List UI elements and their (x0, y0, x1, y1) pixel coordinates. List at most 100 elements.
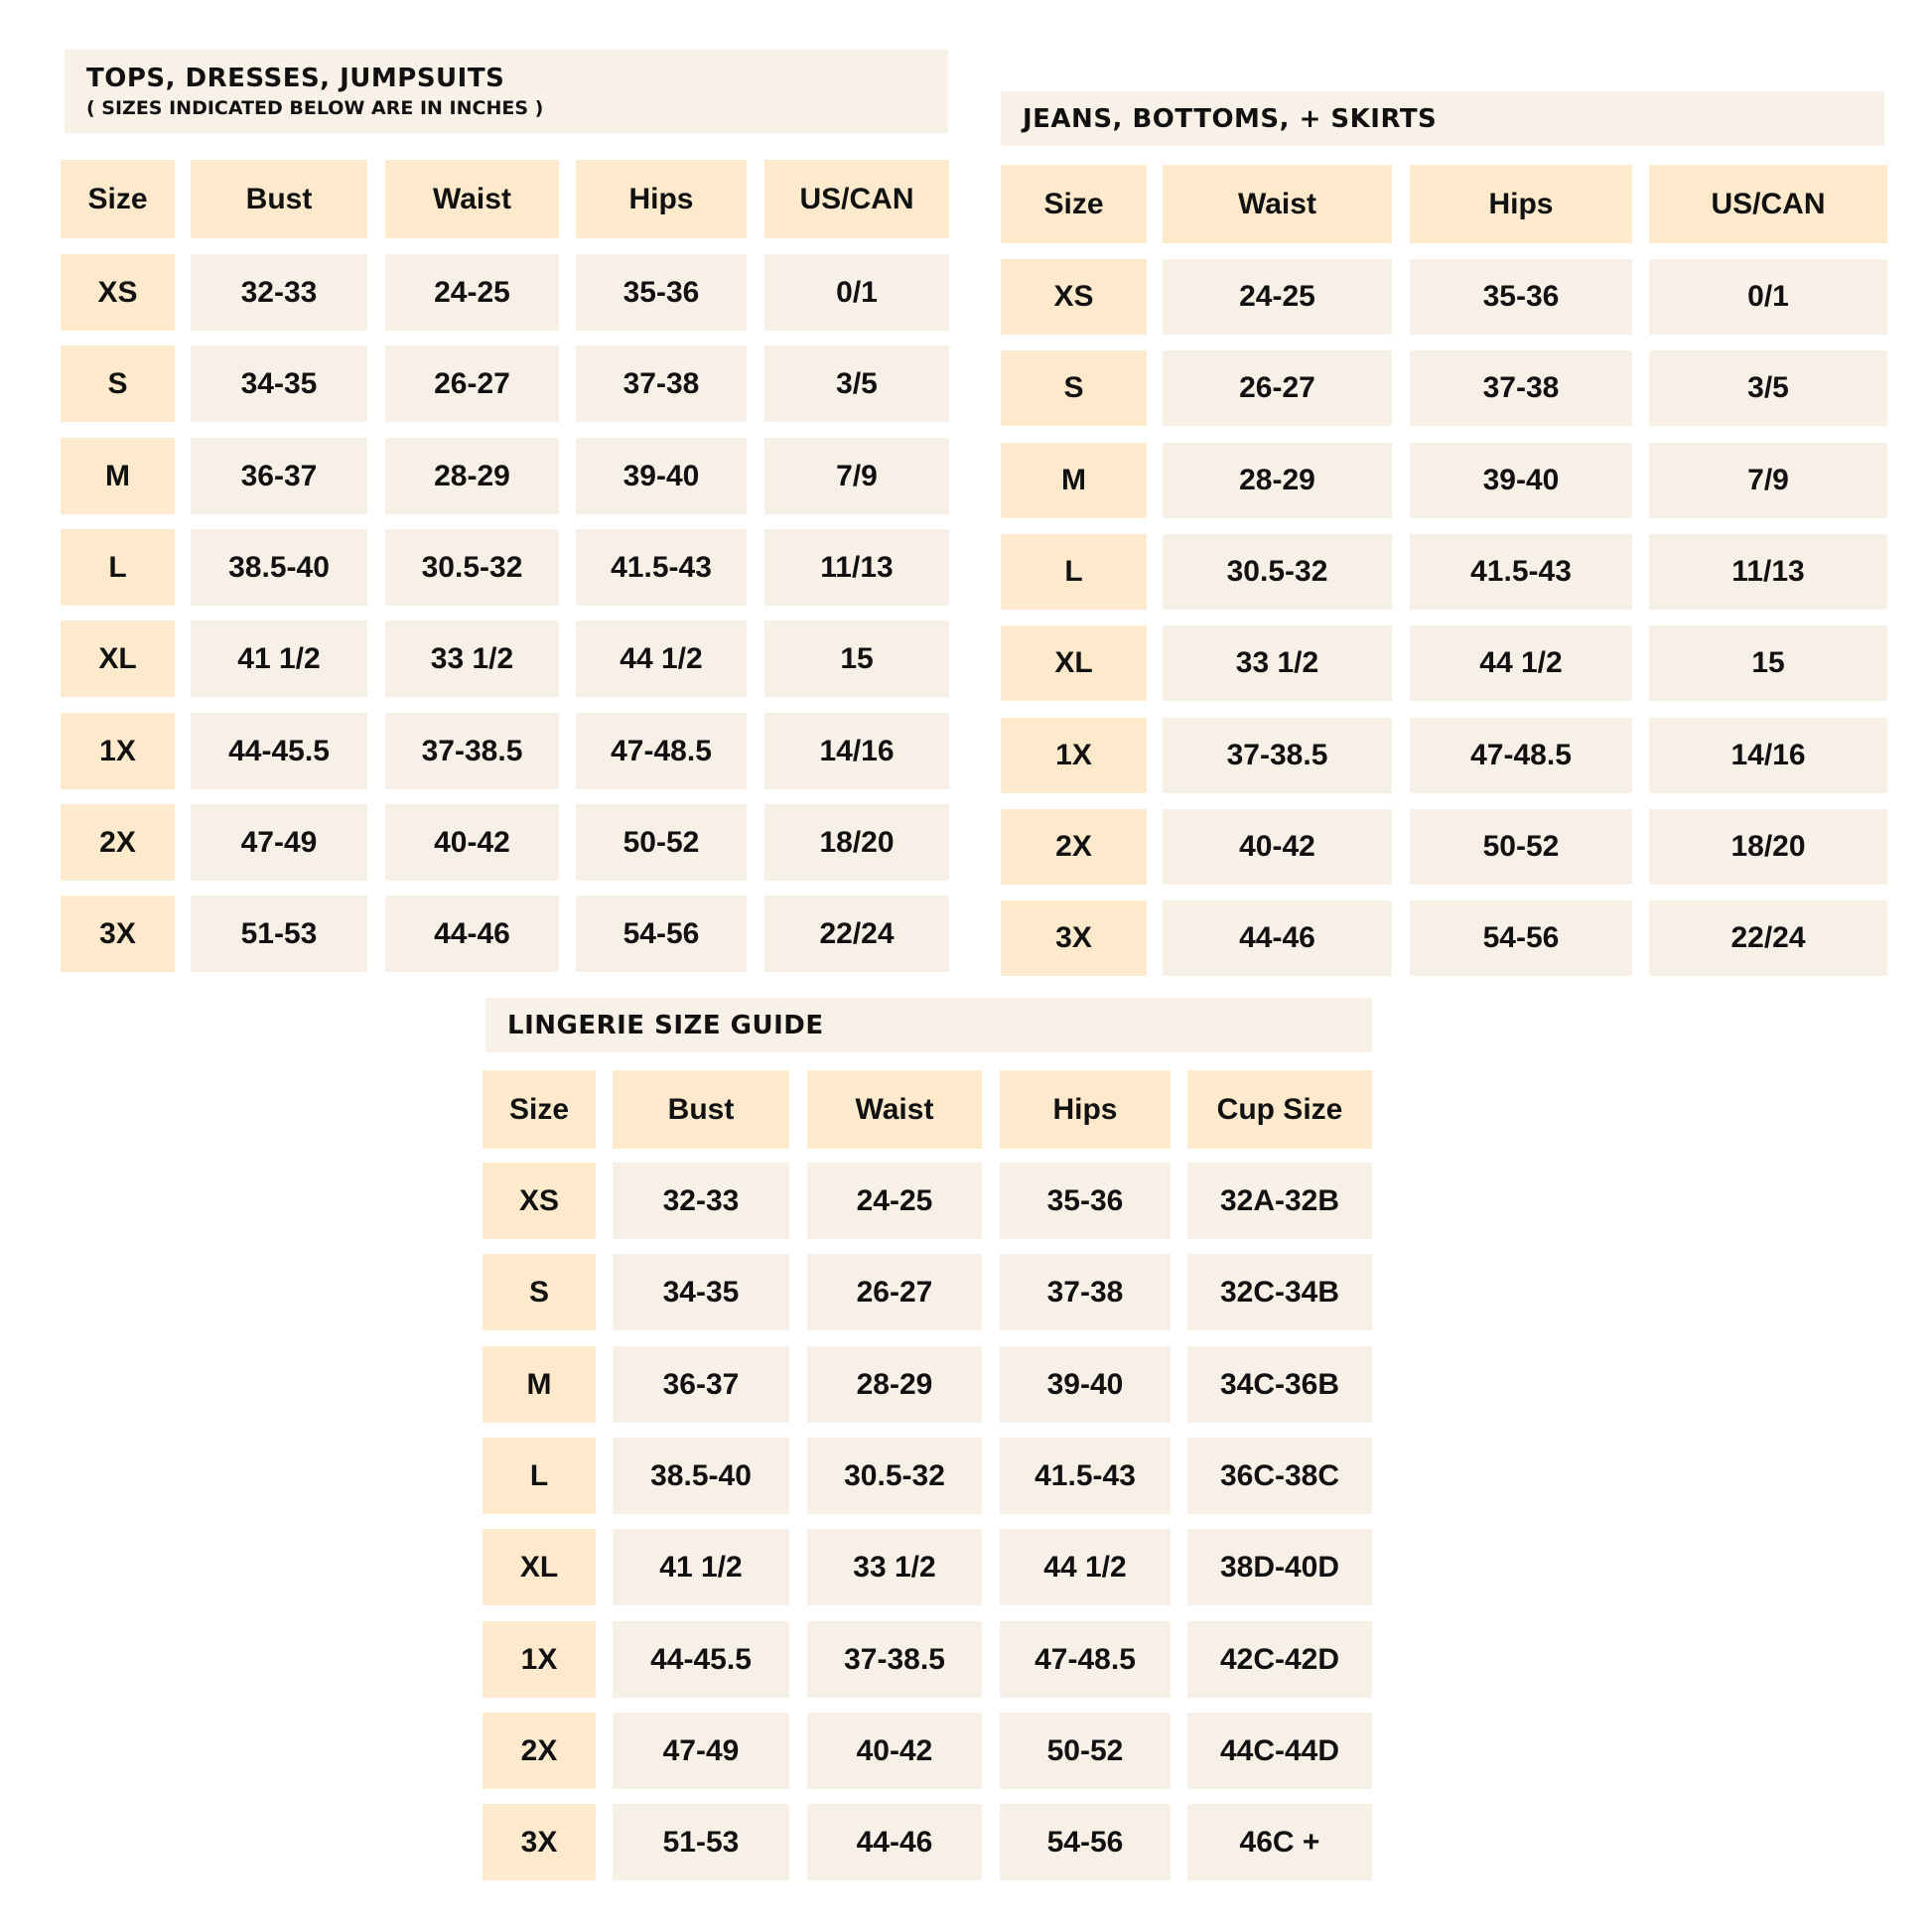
table-cell: 44-45.5 (191, 713, 367, 789)
table-cell: 36C-38C (1187, 1438, 1372, 1514)
table-cell: 3/5 (764, 345, 949, 422)
size-label-cell: XL (61, 621, 175, 697)
size-label-cell: L (61, 529, 175, 606)
table-cell: 54-56 (1000, 1804, 1171, 1880)
table-cell: 39-40 (576, 438, 747, 514)
table-cell: 41.5-43 (576, 529, 747, 606)
size-label-cell: XL (483, 1529, 596, 1605)
size-label-cell: 2X (61, 804, 175, 881)
size-label-cell: L (483, 1438, 596, 1514)
table-cell: 40-42 (807, 1713, 982, 1789)
table-cell: 44-45.5 (613, 1621, 789, 1698)
table-cell: 54-56 (576, 896, 747, 972)
size-label-cell: 1X (483, 1621, 596, 1698)
table-cell: 24-25 (807, 1163, 982, 1239)
column-header: US/CAN (1649, 165, 1887, 243)
tops-dresses-jumpsuits-title-box: TOPS, DRESSES, JUMPSUITS ( SIZES INDICATE… (65, 50, 948, 133)
table-cell: 33 1/2 (807, 1529, 982, 1605)
table-cell: 35-36 (576, 254, 747, 331)
table-cell: 40-42 (1163, 809, 1392, 885)
table-cell: 51-53 (613, 1804, 789, 1880)
table-cell: 47-48.5 (1000, 1621, 1171, 1698)
size-label-cell: M (483, 1346, 596, 1423)
table-cell: 22/24 (764, 896, 949, 972)
table-cell: 36-37 (191, 438, 367, 514)
column-header: Waist (807, 1070, 982, 1149)
table-cell: 37-38 (1410, 350, 1632, 426)
table-cell: 44 1/2 (576, 621, 747, 697)
table-cell: 47-49 (613, 1713, 789, 1789)
table-subtitle: ( SIZES INDICATED BELOW ARE IN INCHES ) (86, 97, 544, 119)
table-cell: 42C-42D (1187, 1621, 1372, 1698)
table-cell: 15 (1649, 625, 1887, 701)
table-cell: 51-53 (191, 896, 367, 972)
table-cell: 41.5-43 (1000, 1438, 1171, 1514)
table-cell: 44 1/2 (1410, 625, 1632, 701)
lingerie-title-box: LINGERIE SIZE GUIDE (485, 998, 1372, 1052)
table-cell: 7/9 (764, 438, 949, 514)
table-cell: 26-27 (807, 1254, 982, 1330)
table-cell: 37-38 (1000, 1254, 1171, 1330)
column-header: US/CAN (764, 160, 949, 238)
size-label-cell: 3X (483, 1804, 596, 1880)
column-header: Waist (1163, 165, 1392, 243)
jeans-bottoms-skirts-title-box: JEANS, BOTTOMS, + SKIRTS (1001, 91, 1884, 146)
table-cell: 0/1 (764, 254, 949, 331)
table-cell: 26-27 (1163, 350, 1392, 426)
size-label-cell: 2X (483, 1713, 596, 1789)
size-label-cell: 3X (61, 896, 175, 972)
column-header: Cup Size (1187, 1070, 1372, 1149)
table-cell: 22/24 (1649, 900, 1887, 976)
table-cell: 50-52 (1000, 1713, 1171, 1789)
table-cell: 18/20 (1649, 809, 1887, 885)
size-label-cell: XL (1001, 625, 1147, 701)
table-cell: 32-33 (191, 254, 367, 331)
table-cell: 35-36 (1000, 1163, 1171, 1239)
table-cell: 47-48.5 (1410, 718, 1632, 793)
table-cell: 37-38 (576, 345, 747, 422)
column-header: Size (61, 160, 175, 238)
column-header: Hips (1000, 1070, 1171, 1149)
table-cell: 18/20 (764, 804, 949, 881)
column-header: Bust (613, 1070, 789, 1149)
table-cell: 37-38.5 (385, 713, 559, 789)
table-cell: 38D-40D (1187, 1529, 1372, 1605)
table-cell: 30.5-32 (385, 529, 559, 606)
table-cell: 44-46 (385, 896, 559, 972)
table-cell: 24-25 (1163, 259, 1392, 335)
table-cell: 32A-32B (1187, 1163, 1372, 1239)
table-cell: 54-56 (1410, 900, 1632, 976)
column-header: Size (1001, 165, 1147, 243)
table-cell: 38.5-40 (191, 529, 367, 606)
table-cell: 33 1/2 (1163, 625, 1392, 701)
size-label-cell: 3X (1001, 900, 1147, 976)
table-cell: 39-40 (1000, 1346, 1171, 1423)
table-cell: 41 1/2 (191, 621, 367, 697)
table-cell: 30.5-32 (807, 1438, 982, 1514)
table-cell: 33 1/2 (385, 621, 559, 697)
table-cell: 44-46 (1163, 900, 1392, 976)
table-cell: 37-38.5 (807, 1621, 982, 1698)
column-header: Hips (1410, 165, 1632, 243)
table-cell: 34-35 (613, 1254, 789, 1330)
table-cell: 38.5-40 (613, 1438, 789, 1514)
table-title: LINGERIE SIZE GUIDE (507, 1010, 824, 1040)
table-cell: 39-40 (1410, 443, 1632, 518)
table-cell: 15 (764, 621, 949, 697)
table-cell: 28-29 (807, 1346, 982, 1423)
table-cell: 24-25 (385, 254, 559, 331)
table-cell: 7/9 (1649, 443, 1887, 518)
table-cell: 11/13 (764, 529, 949, 606)
table-cell: 47-49 (191, 804, 367, 881)
table-cell: 37-38.5 (1163, 718, 1392, 793)
size-label-cell: 2X (1001, 809, 1147, 885)
table-cell: 34-35 (191, 345, 367, 422)
table-cell: 35-36 (1410, 259, 1632, 335)
table-cell: 14/16 (1649, 718, 1887, 793)
table-cell: 26-27 (385, 345, 559, 422)
table-title: TOPS, DRESSES, JUMPSUITS (86, 64, 505, 93)
table-title: JEANS, BOTTOMS, + SKIRTS (1023, 103, 1438, 134)
table-cell: 30.5-32 (1163, 534, 1392, 610)
size-label-cell: XS (61, 254, 175, 331)
size-label-cell: M (61, 438, 175, 514)
